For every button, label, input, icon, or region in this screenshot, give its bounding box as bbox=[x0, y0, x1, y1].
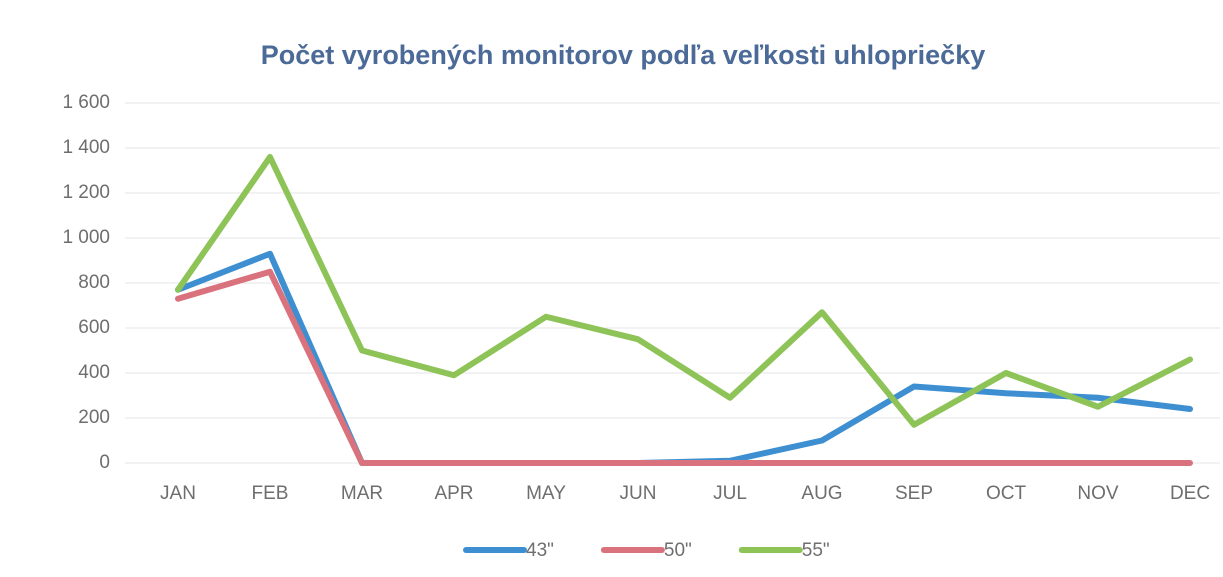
legend-label: 43" bbox=[526, 540, 554, 561]
y-tick-label: 1 000 bbox=[62, 227, 110, 248]
x-tick-label: JAN bbox=[160, 483, 196, 504]
chart-title: Počet vyrobených monitorov podľa veľkost… bbox=[261, 40, 985, 70]
x-tick-label: NOV bbox=[1077, 483, 1119, 504]
y-tick-label: 1 200 bbox=[62, 182, 110, 203]
y-tick-label: 1 600 bbox=[62, 92, 110, 113]
x-tick-label: DEC bbox=[1170, 483, 1210, 504]
y-tick-label: 0 bbox=[99, 452, 110, 473]
x-tick-label: FEB bbox=[252, 483, 289, 504]
x-tick-label: MAY bbox=[526, 483, 566, 504]
x-tick-label: JUL bbox=[713, 483, 747, 504]
y-tick-label: 600 bbox=[78, 317, 110, 338]
x-tick-label: SEP bbox=[895, 483, 933, 504]
y-tick-label: 800 bbox=[78, 272, 110, 293]
legend-label: 50" bbox=[664, 540, 692, 561]
y-tick-label: 200 bbox=[78, 407, 110, 428]
x-tick-label: OCT bbox=[986, 483, 1027, 504]
y-tick-label: 1 400 bbox=[62, 137, 110, 158]
x-tick-label: MAR bbox=[341, 483, 383, 504]
y-tick-label: 400 bbox=[78, 362, 110, 383]
x-tick-label: APR bbox=[434, 483, 473, 504]
x-tick-label: JUN bbox=[620, 483, 657, 504]
x-tick-label: AUG bbox=[801, 483, 842, 504]
series-line bbox=[175, 154, 1193, 428]
legend-label: 55" bbox=[802, 540, 830, 561]
series-line bbox=[175, 268, 1193, 466]
